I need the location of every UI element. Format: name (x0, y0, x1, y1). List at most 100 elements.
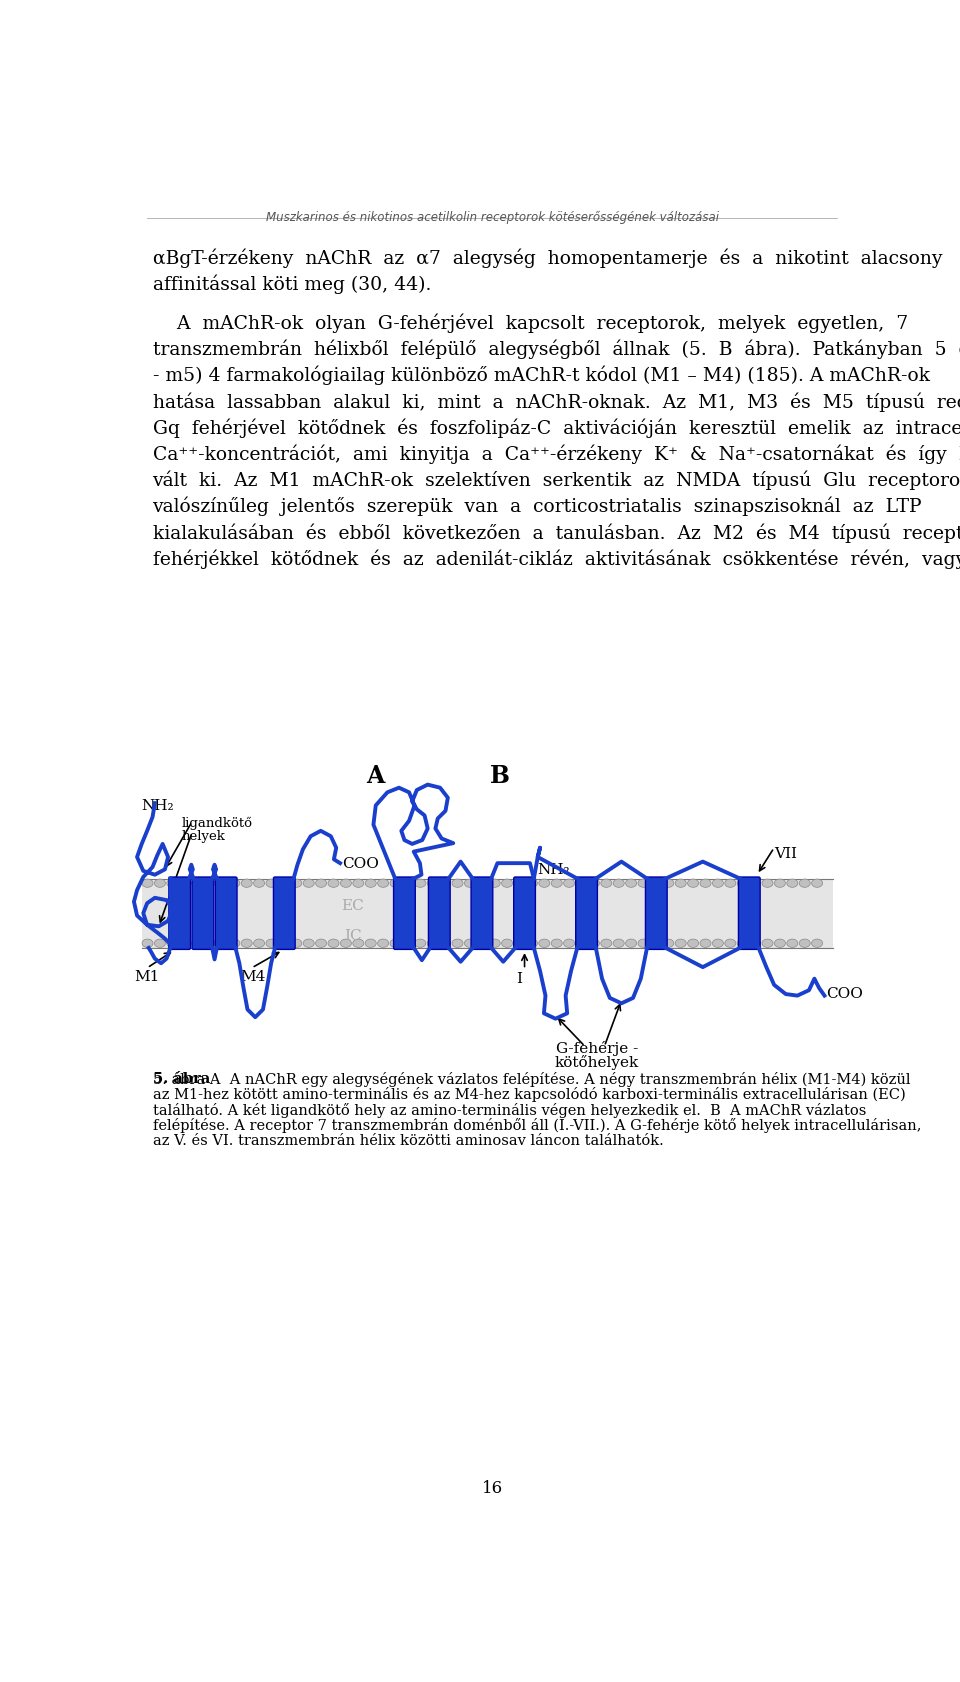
Text: G-fehérje -: G-fehérje - (556, 1041, 637, 1056)
Ellipse shape (465, 940, 475, 949)
Text: transzmembrán  hélixből  felépülő  alegységből  állnak  (5.  B  ábra).  Patkányb: transzmembrán hélixből felépülő alegység… (153, 340, 960, 358)
Ellipse shape (167, 940, 178, 949)
Ellipse shape (303, 880, 314, 888)
Bar (142, 880, 833, 949)
Ellipse shape (700, 880, 711, 888)
Ellipse shape (427, 880, 438, 888)
Ellipse shape (167, 880, 178, 888)
Ellipse shape (341, 880, 351, 888)
Ellipse shape (142, 880, 153, 888)
Text: található. A két ligandkötő hely az amino-terminális végen helyezkedik el.  B  A: található. A két ligandkötő hely az amin… (153, 1102, 866, 1117)
Text: VII: VII (774, 846, 797, 861)
Text: valószínűleg  jelentős  szerepük  van  a  corticostriatalis  szinapszisoknál  az: valószínűleg jelentős szerepük van a cor… (153, 496, 922, 516)
Text: B: B (490, 764, 510, 787)
Ellipse shape (390, 940, 401, 949)
Ellipse shape (228, 880, 240, 888)
Ellipse shape (514, 880, 525, 888)
Ellipse shape (539, 940, 550, 949)
Ellipse shape (303, 940, 314, 949)
Ellipse shape (216, 880, 228, 888)
Text: ligandkötő: ligandkötő (182, 816, 253, 829)
FancyBboxPatch shape (471, 878, 492, 950)
Ellipse shape (390, 880, 401, 888)
Ellipse shape (365, 940, 376, 949)
FancyBboxPatch shape (215, 878, 237, 950)
Ellipse shape (192, 940, 203, 949)
Ellipse shape (712, 880, 724, 888)
Ellipse shape (576, 880, 587, 888)
Ellipse shape (192, 880, 203, 888)
Ellipse shape (377, 880, 389, 888)
Text: affinitással köti meg (30, 44).: affinitással köti meg (30, 44). (153, 274, 431, 294)
Ellipse shape (737, 940, 748, 949)
Text: M1: M1 (134, 971, 159, 984)
Ellipse shape (266, 880, 277, 888)
Ellipse shape (142, 940, 153, 949)
Ellipse shape (799, 940, 810, 949)
Text: Muszkarinos és nikotinos acetilkolin receptorok kötéserősségének változásai: Muszkarinos és nikotinos acetilkolin rec… (266, 210, 718, 224)
Ellipse shape (750, 880, 760, 888)
Ellipse shape (253, 880, 265, 888)
Text: I: I (516, 972, 522, 986)
Ellipse shape (465, 880, 475, 888)
FancyBboxPatch shape (738, 878, 760, 950)
Ellipse shape (601, 940, 612, 949)
Ellipse shape (241, 880, 252, 888)
Ellipse shape (155, 880, 165, 888)
Ellipse shape (539, 880, 550, 888)
Ellipse shape (352, 940, 364, 949)
Ellipse shape (687, 880, 699, 888)
Text: 5. ábra A  A nAChR egy alegységének vázlatos felépítése. A négy transzmembrán hé: 5. ábra A A nAChR egy alegységének vázla… (153, 1071, 910, 1087)
Ellipse shape (787, 880, 798, 888)
Text: IC: IC (344, 928, 361, 942)
Text: kialakulásában  és  ebből  következően  a  tanulásban.  Az  M2  és  M4  típusú  : kialakulásában és ebből következően a ta… (153, 523, 960, 542)
Text: az V. és VI. transzmembrán hélix közötti aminosav láncon találhatók.: az V. és VI. transzmembrán hélix közötti… (153, 1134, 663, 1147)
Text: A: A (367, 764, 385, 787)
Ellipse shape (316, 880, 326, 888)
Ellipse shape (712, 940, 724, 949)
Ellipse shape (490, 880, 500, 888)
FancyBboxPatch shape (274, 878, 295, 950)
Ellipse shape (501, 940, 513, 949)
Ellipse shape (750, 940, 760, 949)
FancyBboxPatch shape (428, 878, 450, 950)
Ellipse shape (737, 880, 748, 888)
Ellipse shape (365, 880, 376, 888)
Ellipse shape (787, 940, 798, 949)
Ellipse shape (180, 940, 190, 949)
Text: COO: COO (826, 986, 863, 999)
Ellipse shape (228, 940, 240, 949)
Ellipse shape (278, 880, 289, 888)
Ellipse shape (613, 880, 624, 888)
Ellipse shape (204, 940, 215, 949)
Ellipse shape (576, 940, 587, 949)
Ellipse shape (762, 940, 773, 949)
Ellipse shape (675, 940, 686, 949)
Ellipse shape (402, 940, 414, 949)
Ellipse shape (415, 880, 426, 888)
Ellipse shape (588, 880, 599, 888)
Text: 5. ábra: 5. ábra (153, 1071, 210, 1085)
Ellipse shape (291, 940, 301, 949)
Ellipse shape (316, 940, 326, 949)
Ellipse shape (216, 940, 228, 949)
Ellipse shape (588, 940, 599, 949)
Ellipse shape (725, 880, 735, 888)
Ellipse shape (477, 940, 488, 949)
Ellipse shape (440, 940, 450, 949)
Text: vált  ki.  Az  M1  mAChR-ok  szelektíven  serkentik  az  NMDA  típusú  Glu  rece: vált ki. Az M1 mAChR-ok szelektíven serk… (153, 471, 960, 489)
Ellipse shape (700, 940, 711, 949)
Ellipse shape (564, 880, 575, 888)
FancyBboxPatch shape (169, 878, 190, 950)
Ellipse shape (799, 880, 810, 888)
Ellipse shape (452, 880, 463, 888)
Ellipse shape (564, 940, 575, 949)
Ellipse shape (253, 940, 265, 949)
Ellipse shape (352, 880, 364, 888)
Ellipse shape (328, 880, 339, 888)
Ellipse shape (328, 940, 339, 949)
Ellipse shape (452, 940, 463, 949)
Ellipse shape (811, 940, 823, 949)
Ellipse shape (490, 940, 500, 949)
Ellipse shape (427, 940, 438, 949)
